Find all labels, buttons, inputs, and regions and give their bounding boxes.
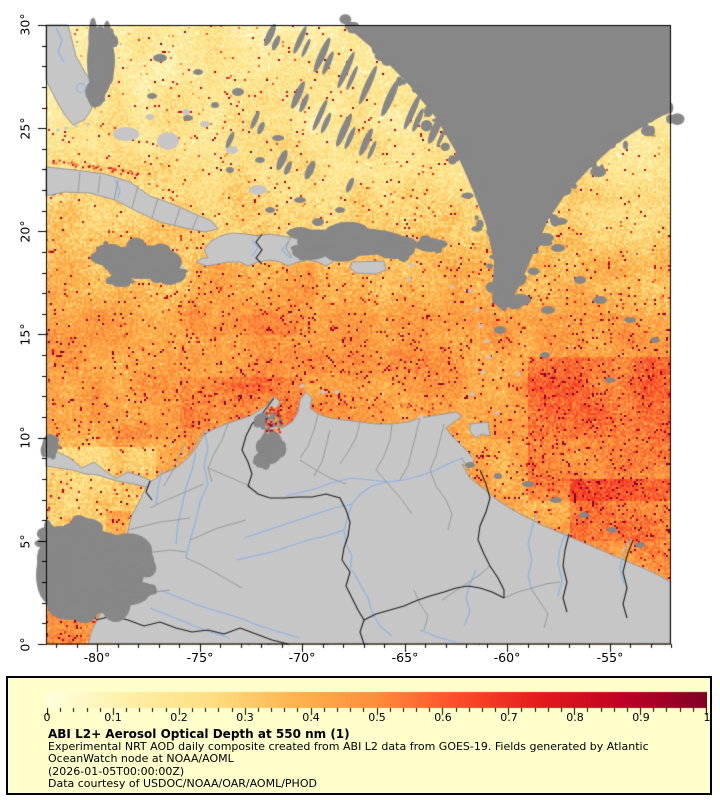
colorbar-tick-label: 0.3 xyxy=(236,711,254,724)
y-axis-label: 0° xyxy=(17,637,33,652)
chart-title: ABI L2+ Aerosol Optical Depth at 550 nm … xyxy=(48,727,350,741)
colorbar-tick-label: 0.2 xyxy=(170,711,188,724)
chart-description: OceanWatch node at NOAA/AOML xyxy=(48,752,234,766)
colorbar-tick-label: 0.8 xyxy=(566,711,584,724)
colorbar-tick-label: 0.7 xyxy=(500,711,518,724)
colorbar-tick-label: 0 xyxy=(43,711,51,724)
x-axis-label: -80° xyxy=(83,650,111,665)
y-axis-label: 20° xyxy=(17,220,33,243)
colorbar-tick-label: 0.9 xyxy=(632,711,650,724)
chart-timestamp: (2026-01-05T00:00:00Z) xyxy=(48,764,185,778)
colorbar-tick-label: 1 xyxy=(703,711,711,724)
x-axis-label: -60° xyxy=(493,650,521,665)
y-axis-label: 25° xyxy=(17,117,33,140)
y-axis-label: 15° xyxy=(17,323,33,346)
colorbar-tick-label: 0.5 xyxy=(368,711,386,724)
colorbar-tick-label: 0.4 xyxy=(302,711,320,724)
colorbar-tick-label: 0.6 xyxy=(434,711,452,724)
colorbar xyxy=(47,690,707,716)
y-axis-label: 30° xyxy=(17,13,33,36)
chart-description: Experimental NRT AOD daily composite cre… xyxy=(48,740,649,753)
colorbar-tick-label: 0.1 xyxy=(104,711,122,724)
x-axis-label: -75° xyxy=(186,650,214,665)
legend-box: 0 0.1 0.2 0.3 0.4 0.5 0.6 0.7 0.8 0.9 1 … xyxy=(6,676,712,795)
x-axis-label: -70° xyxy=(288,650,316,665)
y-axis-label: 5° xyxy=(17,534,33,549)
y-axis-label: 10° xyxy=(17,426,33,449)
aod-map-canvas xyxy=(0,0,720,676)
x-axis-label: -55° xyxy=(596,650,624,665)
legend-text-block: ABI L2+ Aerosol Optical Depth at 550 nm … xyxy=(48,728,649,790)
x-axis-label: -65° xyxy=(391,650,419,665)
chart-credit: Data courtesy of USDOC/NOAA/OAR/AOML/PHO… xyxy=(48,776,317,790)
